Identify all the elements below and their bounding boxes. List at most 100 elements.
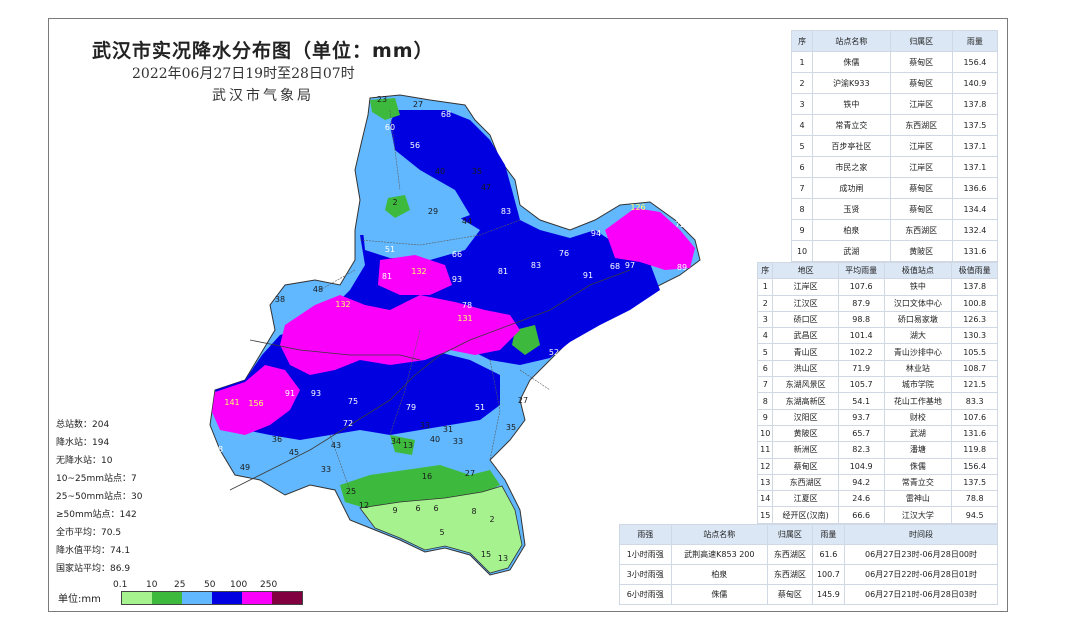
table-header-cell: 归属区: [767, 524, 813, 545]
table-cell: 130.3: [951, 327, 998, 345]
table-header-cell: 雨强: [619, 524, 672, 545]
table-cell: 6: [790, 156, 814, 178]
stat-rain-stations: 降水站：194: [56, 438, 110, 448]
table-cell: 14: [756, 490, 774, 508]
table-cell: 6: [756, 359, 774, 378]
table-cell: 常青立交: [812, 114, 891, 136]
table-cell: 东西湖区: [772, 473, 839, 492]
table-cell: 武昌区: [772, 327, 839, 345]
district-stats-table: 序地区 平均雨量 极值站点 极值雨量 1 江岸区 107.6 铁中 137.8 2 江汉区 87.9…: [756, 261, 998, 524]
station-value-label: 9: [392, 506, 397, 515]
table-cell: 5: [756, 343, 774, 361]
station-row: 7 成功闸 蔡甸区 136.6: [790, 177, 999, 199]
legend-tick: 0.1: [113, 580, 128, 590]
legend-swatch: [152, 592, 182, 604]
table-cell: 156.4: [951, 51, 999, 73]
table-cell: 青山沙排中心: [883, 343, 953, 361]
table-cell: 1: [756, 278, 774, 296]
table-cell: 131.6: [951, 424, 998, 443]
station-value-label: 93: [452, 275, 462, 284]
station-value-label: 91: [583, 271, 593, 280]
table-header-cell: 地区: [772, 261, 839, 280]
district-row: 4 武昌区 101.4 湖大 130.3: [756, 327, 998, 345]
table-cell: 花山工作基地: [883, 392, 953, 410]
district-row: 5 青山区 102.2 青山沙排中心 105.5: [756, 343, 998, 361]
table-cell: 24.6: [837, 490, 885, 508]
station-value-label: 68: [610, 262, 620, 271]
table-cell: 硚口区: [772, 310, 839, 329]
table-cell: 119.8: [951, 441, 998, 459]
station-value-label: 13: [403, 441, 413, 450]
station-value-label: 35: [506, 423, 516, 432]
table-cell: 江岸区: [889, 135, 953, 157]
table-cell: 新洲区: [772, 441, 839, 459]
table-cell: 8: [790, 198, 814, 220]
station-value-label: 51: [385, 245, 395, 254]
station-value-label: 76: [559, 249, 569, 258]
table-cell: 市民之家: [812, 156, 891, 178]
table-cell: 4: [756, 327, 774, 345]
table-cell: 5: [790, 135, 814, 157]
yangtze-river: [229, 269, 631, 491]
table-cell: 玉贤: [812, 198, 891, 220]
green-patch-northwest: [385, 195, 410, 218]
table-cell: 林业站: [883, 359, 953, 378]
table-cell: 137.1: [951, 135, 999, 157]
table-cell: 铁中: [883, 278, 953, 296]
station-value-label: 66: [452, 250, 462, 259]
table-cell: 东湖高新区: [772, 392, 839, 410]
station-value-label: 79: [406, 403, 416, 412]
station-value-label: 27: [518, 396, 528, 405]
table-cell: 126.3: [951, 310, 998, 329]
table-cell: 蔡甸区: [767, 584, 813, 605]
table-cell: 9: [790, 219, 814, 241]
table-cell: 3小时雨强: [619, 564, 672, 585]
table-cell: 4: [790, 114, 814, 136]
table-cell: 137.8: [951, 93, 999, 115]
table-cell: 93.7: [837, 408, 885, 426]
summary-stats: 总站数：204 降水站：194 无降水站：10 10~25mm站点：7 25~5…: [56, 416, 142, 578]
table-cell: 9: [756, 408, 774, 426]
district-row: 7 东湖风景区 105.7 城市学院 121.5: [756, 376, 998, 394]
station-row: 9 柏泉 东西湖区 132.4: [790, 219, 999, 241]
table-cell: 硚口易家墩: [883, 310, 953, 329]
station-value-label: 16: [422, 472, 432, 481]
table-header-cell: 极值雨量: [951, 261, 998, 280]
station-value-label: 6: [433, 504, 438, 513]
station-value-label: 15: [481, 550, 491, 559]
stat-10-25: 10~25mm站点：7: [56, 474, 137, 484]
table-cell: 黄陂区: [772, 424, 839, 443]
district-row: 13 东西湖区 94.2 常青立交 137.5: [756, 473, 998, 492]
table-cell: 武湖: [812, 240, 891, 262]
station-value-label: 12: [359, 501, 369, 510]
district-row: 1 江岸区 107.6 铁中 137.8: [756, 278, 998, 296]
legend-tick: 250: [260, 580, 278, 590]
table-cell: 65.7: [837, 424, 885, 443]
table-cell: 15: [756, 506, 774, 524]
table-cell: 105.7: [837, 376, 885, 394]
station-value-label: 91: [285, 389, 295, 398]
station-value-label: 8: [471, 507, 476, 516]
green-patch-east: [512, 325, 540, 355]
top-stations-table: 序站点名称 归属区 雨量 1 侏儒 蔡甸区 156.4 2 沪渝K933 蔡甸区 140.9 3 铁中…: [790, 30, 999, 262]
table-cell: 东湖风景区: [772, 376, 839, 394]
table-cell: 东西湖区: [767, 544, 813, 565]
station-value-label: 27: [413, 100, 423, 109]
magenta-east-region: [605, 208, 695, 270]
legend-tick: 50: [204, 580, 216, 590]
table-cell: 94.2: [837, 473, 885, 492]
station-value-label: 81: [498, 267, 508, 276]
station-value-label: 5: [439, 528, 444, 537]
pale-green-south-region: [359, 485, 523, 574]
station-value-label: 27: [465, 469, 475, 478]
stat-over-50: ≥50mm站点：142: [56, 510, 137, 520]
agency-name: 武汉市气象局: [212, 88, 314, 104]
table-cell: 102.2: [837, 343, 885, 361]
table-cell: 105.5: [951, 343, 998, 361]
district-row: 3 硚口区 98.8 硚口易家墩 126.3: [756, 310, 998, 329]
table-cell: 江汉区: [772, 294, 839, 312]
legend-tick: 10: [146, 580, 158, 590]
table-cell: 成功闸: [812, 177, 891, 199]
station-row: 1 侏儒 蔡甸区 156.4: [790, 51, 999, 73]
legend-swatch: [272, 592, 302, 604]
